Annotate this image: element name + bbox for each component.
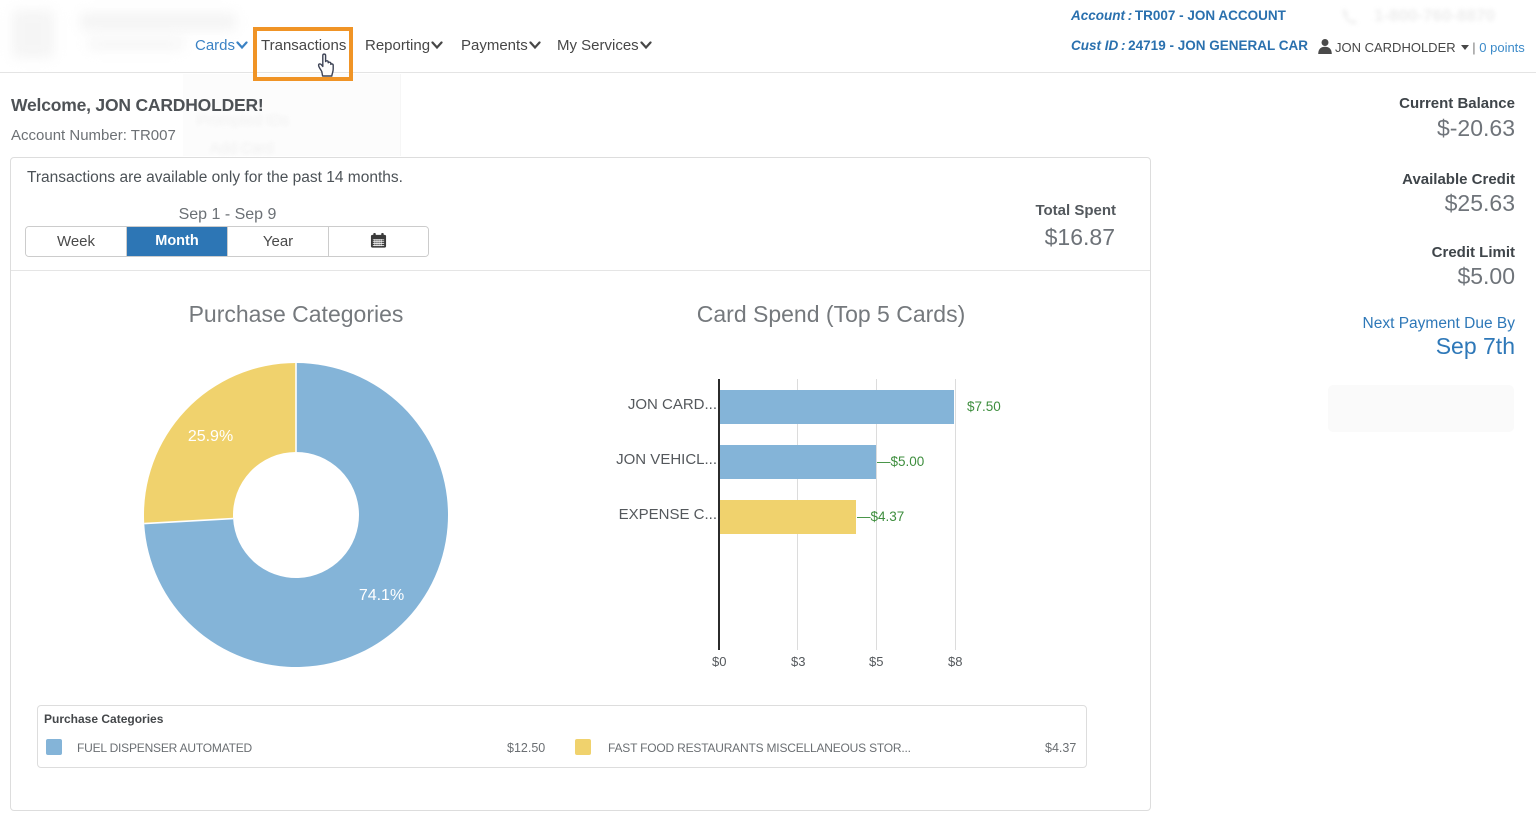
svg-text:74.1%: 74.1%	[359, 587, 404, 604]
svg-text:25.9%: 25.9%	[188, 428, 233, 445]
